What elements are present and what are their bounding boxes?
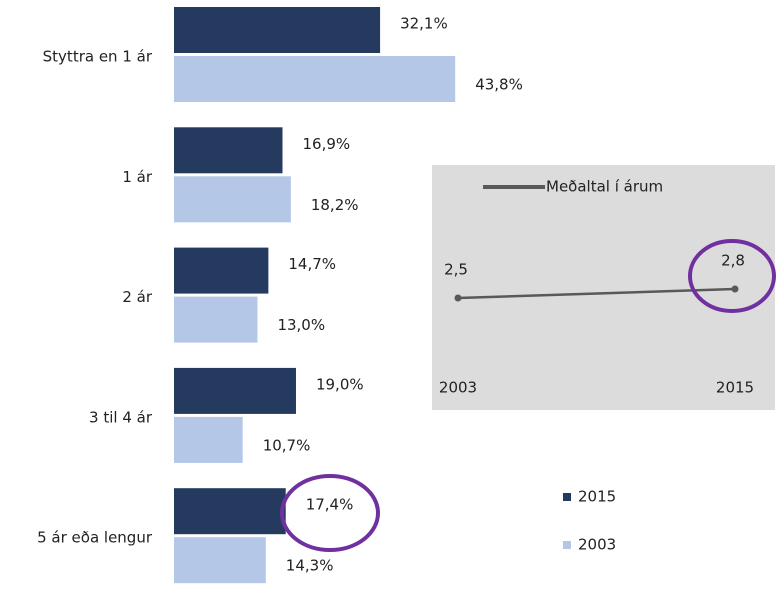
highlight-circle: [688, 239, 776, 313]
point: [731, 285, 739, 293]
bar: [174, 488, 286, 535]
inset-background: [432, 165, 775, 410]
category-label: 2 ár: [122, 288, 153, 306]
line: [457, 287, 736, 300]
bar: [174, 127, 283, 174]
category-label: 5 ár eða lengur: [37, 529, 153, 547]
data-label: 2,5: [444, 261, 468, 279]
category-label: Styttra en 1 ár: [43, 48, 153, 66]
data-label: 18,2%: [311, 196, 359, 214]
legend-label: 2015: [578, 488, 616, 506]
data-label: 16,9%: [302, 135, 350, 153]
category-label: 1 ár: [122, 168, 153, 186]
data-label: 14,3%: [286, 557, 334, 575]
bar: [174, 416, 243, 463]
data-label: 13,0%: [277, 316, 325, 334]
bar: [174, 176, 291, 223]
legend-label: 2003: [578, 536, 616, 554]
data-label: 43,8%: [475, 76, 523, 94]
bar: [174, 56, 456, 102]
x-tick-label: 2015: [716, 379, 754, 397]
point: [454, 294, 462, 302]
highlight-circle: [280, 474, 380, 552]
data-label: 19,0%: [316, 375, 364, 393]
data-label: 14,7%: [288, 255, 336, 273]
legend-label: Meðaltal í árum: [546, 178, 663, 196]
bar: [174, 247, 269, 294]
data-label: 2,8: [721, 252, 745, 270]
x-tick-label: 2003: [439, 379, 477, 397]
legend-swatch: [563, 493, 571, 501]
bar: [174, 7, 381, 53]
category-label: 3 til 4 ár: [89, 408, 153, 426]
bar: [174, 296, 258, 343]
legend-swatch: [563, 541, 571, 549]
bar: [174, 367, 296, 414]
data-label: 10,7%: [263, 436, 311, 454]
data-label: 17,4%: [306, 496, 354, 514]
bar: [174, 537, 266, 584]
data-label: 32,1%: [400, 15, 448, 33]
